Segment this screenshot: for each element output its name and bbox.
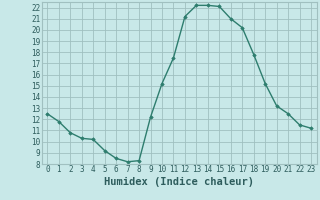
X-axis label: Humidex (Indice chaleur): Humidex (Indice chaleur) [104,177,254,187]
